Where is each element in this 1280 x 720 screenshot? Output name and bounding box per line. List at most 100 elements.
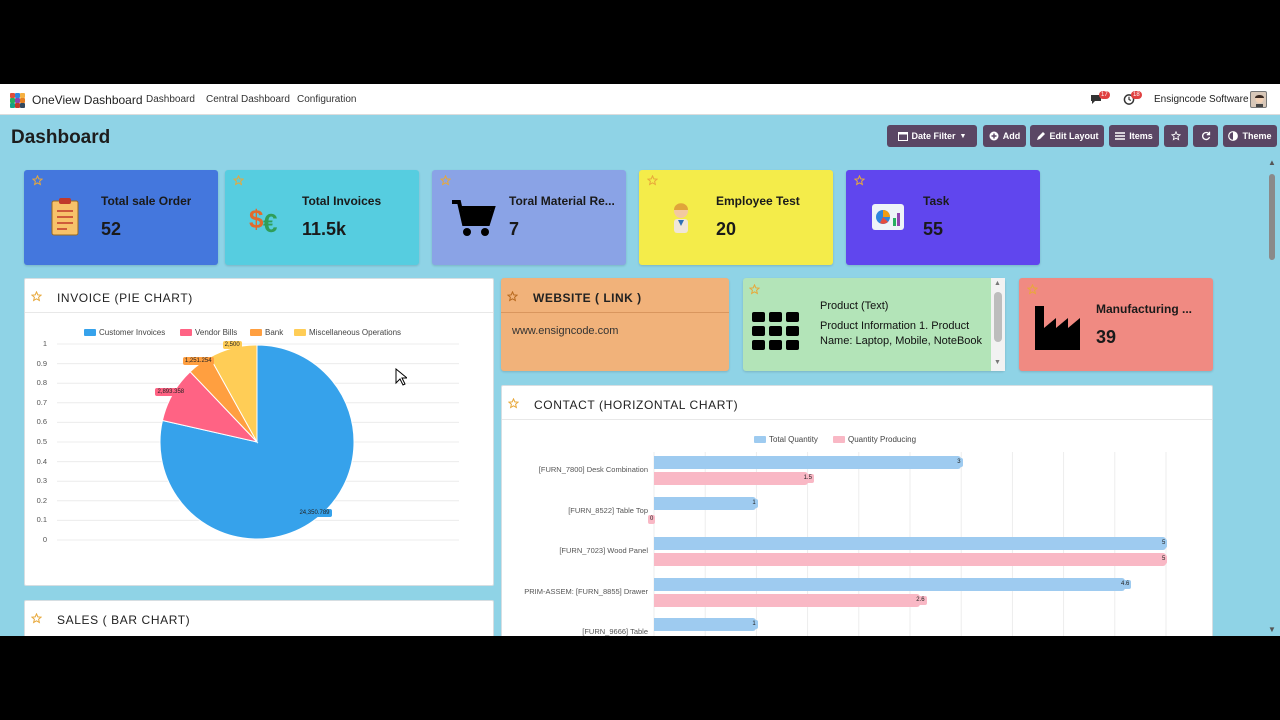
kpi-title: Employee Test xyxy=(716,194,800,208)
theme-button[interactable]: Theme xyxy=(1223,125,1277,147)
scroll-up-icon[interactable]: ▲ xyxy=(1268,158,1276,167)
legend-quantity-producing[interactable]: Quantity Producing xyxy=(833,435,916,444)
user-avatar[interactable] xyxy=(1250,91,1267,108)
star-icon[interactable] xyxy=(749,284,760,295)
activity-badge: 18 xyxy=(1131,91,1142,99)
kpi-task[interactable]: Task 55 xyxy=(846,170,1040,265)
product-card-body: Product Information 1. Product Name: Lap… xyxy=(820,320,983,347)
list-icon xyxy=(1115,132,1126,140)
kpi-value: 7 xyxy=(509,219,520,239)
bar-total-quantity[interactable] xyxy=(654,577,1126,591)
svg-text:$: $ xyxy=(249,204,264,234)
nav-central-dashboard[interactable]: Central Dashboard xyxy=(206,94,290,105)
star-icon[interactable] xyxy=(233,175,244,186)
kpi-material-requests[interactable]: Toral Material Re... 7 xyxy=(432,170,626,265)
grid-icon xyxy=(752,312,799,350)
category-label: [FURN_8522] Table Top xyxy=(568,505,648,515)
pie-value-label: 2,500 xyxy=(222,341,242,350)
legend-label: Vendor Bills xyxy=(195,328,238,337)
bar-total-quantity[interactable] xyxy=(654,496,757,510)
website-link-card[interactable]: WEBSITE ( LINK ) www.ensigncode.com xyxy=(501,278,729,371)
favorite-button[interactable] xyxy=(1164,125,1188,147)
star-icon[interactable] xyxy=(508,398,519,409)
scroll-thumb[interactable] xyxy=(1269,174,1275,260)
scroll-up-icon[interactable]: ▲ xyxy=(994,280,1001,287)
kpi-manufacturing[interactable]: Manufacturing ... 39 xyxy=(1019,278,1213,371)
contact-horizontal-chart-panel: CONTACT (HORIZONTAL CHART) Total Quantit… xyxy=(501,385,1213,636)
legend-total-quantity[interactable]: Total Quantity xyxy=(754,435,818,444)
legend-label: Bank xyxy=(265,328,284,337)
company-switcher[interactable]: Ensigncode Software xyxy=(1154,94,1249,105)
bar-value-label: 2.6 xyxy=(914,595,927,605)
y-tick-label: 0.1 xyxy=(36,515,47,525)
legend-misc-operations[interactable]: Miscellaneous Operations xyxy=(294,328,401,337)
y-tick-label: 0.4 xyxy=(36,456,47,466)
edit-layout-label: Edit Layout xyxy=(1049,131,1099,141)
kpi-employee-test[interactable]: Employee Test 20 xyxy=(639,170,833,265)
pencil-icon xyxy=(1036,132,1045,140)
refresh-icon xyxy=(1201,131,1210,141)
scroll-down-icon[interactable]: ▼ xyxy=(1268,625,1276,634)
star-icon[interactable] xyxy=(31,291,42,302)
bar-total-quantity[interactable] xyxy=(654,456,962,469)
theme-label: Theme xyxy=(1242,131,1272,141)
card-scrollbar[interactable]: ▲ ▼ xyxy=(991,278,1005,371)
legend-bank[interactable]: Bank xyxy=(250,328,283,337)
star-icon[interactable] xyxy=(854,175,865,186)
website-url-link[interactable]: www.ensigncode.com xyxy=(512,325,619,337)
star-icon[interactable] xyxy=(1027,284,1038,295)
date-filter-button[interactable]: Date Filter ▼ xyxy=(887,125,977,147)
refresh-button[interactable] xyxy=(1193,125,1218,147)
kpi-total-sale-order[interactable]: Total sale Order 52 xyxy=(24,170,218,265)
bar-value-label: 1.5 xyxy=(801,474,814,483)
category-label: PRIM-ASSEM: [FURN_8855] Drawer xyxy=(524,586,648,596)
star-icon[interactable] xyxy=(31,613,42,624)
star-icon[interactable] xyxy=(647,175,658,186)
panel-title: SALES ( BAR CHART) xyxy=(57,613,191,627)
category-label: [FURN_9666] Table xyxy=(582,627,648,636)
factory-icon xyxy=(1035,306,1080,350)
bar-value-label: 4.6 xyxy=(1119,579,1132,589)
bar-total-quantity[interactable] xyxy=(654,618,757,631)
top-navbar: OneView Dashboard Dashboard Central Dash… xyxy=(0,84,1280,115)
kpi-title: Toral Material Re... xyxy=(509,194,615,208)
category-label: [FURN_7023] Wood Panel xyxy=(559,546,648,555)
bar-total-quantity[interactable] xyxy=(654,537,1166,550)
bar-value-label: 5 xyxy=(1160,539,1168,548)
y-tick-label: 0.6 xyxy=(36,417,47,427)
apps-menu-icon[interactable] xyxy=(10,93,25,108)
star-icon[interactable] xyxy=(507,291,518,302)
kpi-title: Manufacturing ... xyxy=(1096,302,1192,316)
activity-clock-icon[interactable] xyxy=(1123,94,1135,105)
bar-quantity-producing[interactable] xyxy=(654,593,921,607)
kpi-title: Task xyxy=(923,194,950,208)
bar-quantity-producing[interactable] xyxy=(654,553,1166,566)
legend-vendor-bills[interactable]: Vendor Bills xyxy=(180,328,237,337)
edit-layout-button[interactable]: Edit Layout xyxy=(1030,125,1104,147)
calendar-icon xyxy=(897,132,908,141)
app-title[interactable]: OneView Dashboard xyxy=(32,93,143,107)
add-button[interactable]: Add xyxy=(983,125,1026,147)
bar-value-label: 0 xyxy=(648,514,656,524)
page-scrollbar[interactable]: ▲ ▼ xyxy=(1265,156,1280,636)
category-label: [FURN_7800] Desk Combination xyxy=(538,465,648,474)
legend-swatch xyxy=(754,436,766,443)
nav-configuration[interactable]: Configuration xyxy=(297,94,357,105)
cart-icon xyxy=(452,200,496,236)
star-outline-icon xyxy=(1171,131,1181,141)
y-tick-label: 0.3 xyxy=(36,476,47,486)
legend-customer-invoices[interactable]: Customer Invoices xyxy=(84,328,165,337)
kpi-total-invoices[interactable]: $ € Total Invoices 11.5k xyxy=(225,170,419,265)
nav-dashboard[interactable]: Dashboard xyxy=(146,94,195,105)
items-button[interactable]: Items xyxy=(1109,125,1159,147)
y-tick-label: 0.2 xyxy=(36,495,47,505)
scroll-thumb[interactable] xyxy=(994,292,1002,342)
star-icon[interactable] xyxy=(440,175,451,186)
chat-icon[interactable] xyxy=(1090,94,1102,105)
scroll-down-icon[interactable]: ▼ xyxy=(994,359,1001,366)
legend-swatch xyxy=(84,329,96,336)
bar-quantity-producing[interactable] xyxy=(654,472,808,485)
bar-value-label: 5 xyxy=(1160,555,1168,564)
star-icon[interactable] xyxy=(32,175,43,186)
kpi-value: 52 xyxy=(101,219,122,239)
